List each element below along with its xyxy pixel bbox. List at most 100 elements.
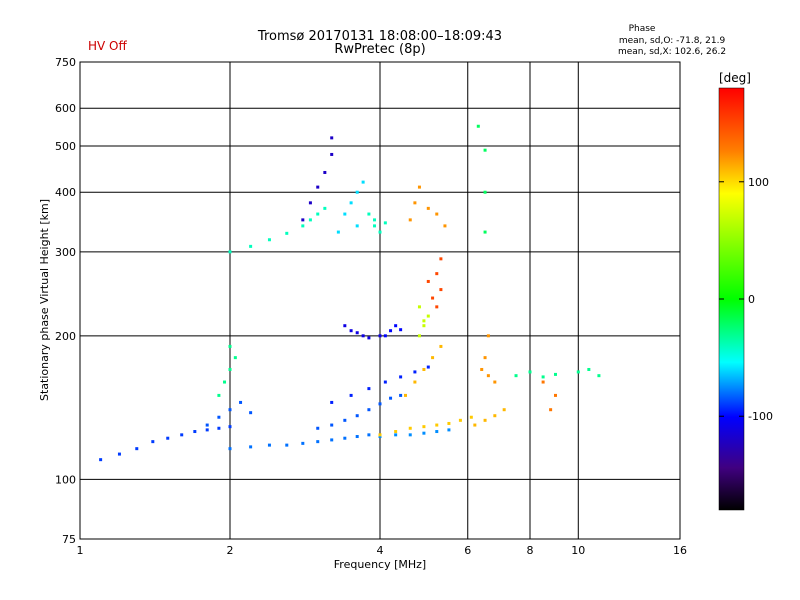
data-point xyxy=(502,408,506,412)
data-point xyxy=(361,180,365,184)
data-point xyxy=(469,415,473,419)
data-point xyxy=(323,206,327,210)
data-point xyxy=(403,393,407,397)
status-label: HV Off xyxy=(88,39,127,53)
x-tick-label: 16 xyxy=(673,544,687,557)
data-point xyxy=(422,425,426,429)
data-point xyxy=(349,329,353,333)
data-point xyxy=(367,408,371,412)
data-point xyxy=(267,238,271,242)
y-tick-label: 75 xyxy=(62,533,76,546)
data-point xyxy=(408,433,412,437)
data-point xyxy=(399,375,403,379)
data-point xyxy=(378,334,382,338)
data-point xyxy=(217,426,221,430)
data-point xyxy=(378,402,382,406)
data-point xyxy=(476,124,480,128)
data-point xyxy=(576,370,580,374)
data-point xyxy=(408,426,412,430)
data-point xyxy=(223,380,227,384)
data-point xyxy=(228,344,232,348)
data-point xyxy=(389,396,393,400)
data-point xyxy=(361,334,365,338)
data-point xyxy=(330,423,334,427)
data-point xyxy=(417,334,421,338)
data-point xyxy=(367,336,371,340)
data-point xyxy=(426,365,430,369)
data-point xyxy=(426,206,430,210)
phase-header: Phase xyxy=(629,24,656,34)
data-point xyxy=(422,319,426,323)
data-point xyxy=(541,375,545,379)
data-point xyxy=(483,418,487,422)
y-tick-label: 400 xyxy=(55,186,76,199)
data-point xyxy=(483,148,487,152)
data-point xyxy=(493,380,497,384)
x-tick-label: 10 xyxy=(571,544,585,557)
data-point xyxy=(431,296,435,300)
x-tick-label: 6 xyxy=(464,544,471,557)
data-point xyxy=(249,411,253,415)
data-point xyxy=(483,230,487,234)
data-point xyxy=(330,438,334,442)
data-point xyxy=(135,447,139,451)
data-point xyxy=(180,433,184,437)
data-point xyxy=(597,374,601,378)
data-point xyxy=(439,288,443,292)
data-point xyxy=(301,441,305,445)
data-point xyxy=(528,370,532,374)
data-point xyxy=(228,408,232,412)
data-point xyxy=(343,212,347,216)
data-point xyxy=(355,224,359,228)
data-point xyxy=(267,443,271,447)
colorbar-ticks: 100 0 -100 xyxy=(719,176,773,423)
data-point xyxy=(553,372,557,376)
y-tick-label: 500 xyxy=(55,140,76,153)
data-point xyxy=(367,387,371,391)
y-tick-label: 200 xyxy=(55,330,76,343)
data-point xyxy=(228,447,232,451)
y-tick-label: 600 xyxy=(55,102,76,115)
data-point xyxy=(383,221,387,225)
data-point xyxy=(343,324,347,328)
data-point xyxy=(228,425,232,429)
data-point xyxy=(378,230,382,234)
data-points xyxy=(99,124,601,462)
data-point xyxy=(394,433,398,437)
data-point xyxy=(413,380,417,384)
data-point xyxy=(417,185,421,189)
x-axis-ticks: 1 2 4 6 8 10 16 xyxy=(77,544,688,557)
grid-lines xyxy=(80,62,680,539)
data-point xyxy=(343,418,347,422)
data-point xyxy=(435,272,439,276)
data-point xyxy=(422,324,426,328)
data-point xyxy=(435,305,439,309)
colorbar-tick-label: 100 xyxy=(748,176,769,189)
data-point xyxy=(549,408,553,412)
data-point xyxy=(378,433,382,437)
data-point xyxy=(553,393,557,397)
data-point xyxy=(330,400,334,404)
data-point xyxy=(217,415,221,419)
data-point xyxy=(349,201,353,205)
data-point xyxy=(249,445,253,449)
data-point xyxy=(514,374,518,378)
data-point xyxy=(316,185,320,189)
data-point xyxy=(435,212,439,216)
data-point xyxy=(422,431,426,435)
colorbar-tick-label: 0 xyxy=(748,293,755,306)
data-point xyxy=(413,201,417,205)
data-point xyxy=(316,426,320,430)
y-axis-ticks: 75 100 200 300 400 500 600 750 xyxy=(55,56,76,546)
data-point xyxy=(308,201,312,205)
data-point xyxy=(217,393,221,397)
colorbar-tick-label: -100 xyxy=(748,410,773,423)
data-point xyxy=(349,393,353,397)
data-point xyxy=(355,435,359,439)
data-point xyxy=(483,356,487,360)
data-point xyxy=(399,393,403,397)
data-point xyxy=(426,314,430,318)
data-point xyxy=(378,435,382,439)
data-point xyxy=(367,433,371,437)
